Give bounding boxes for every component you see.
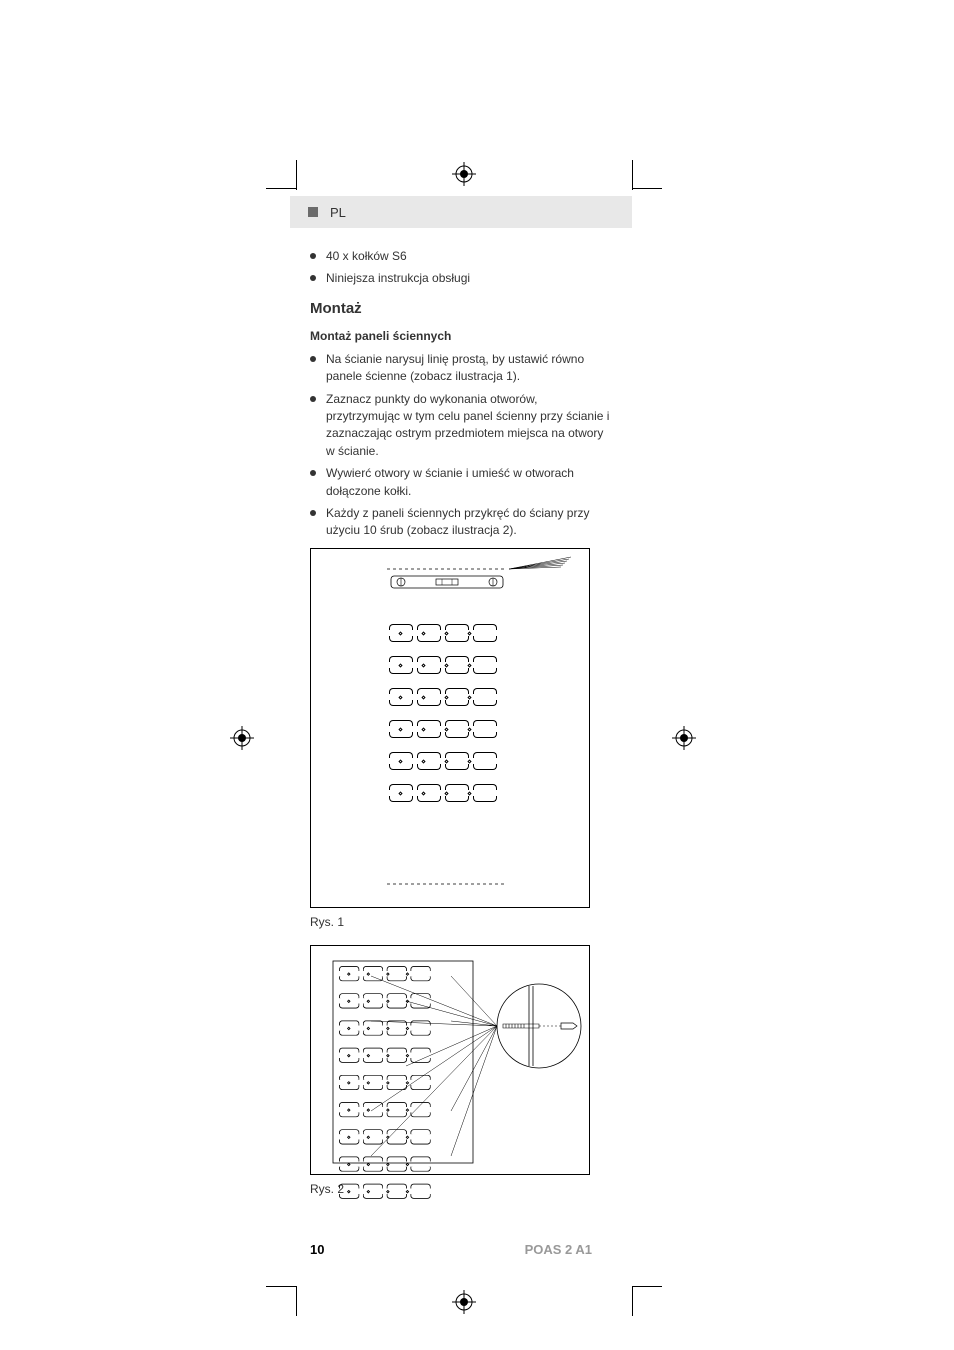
crop-mark [632,160,633,190]
crop-mark [296,1286,297,1316]
section-title: Montaż [310,298,610,320]
registration-mark-icon [672,726,696,750]
header-bar: PL [290,196,632,228]
registration-mark-icon [452,1290,476,1314]
crop-mark [266,1286,296,1287]
header-language: PL [330,205,346,220]
bullet-text: Niniejsza instrukcja obsługi [326,270,610,287]
list-item: Na ścianie narysuj linię prostą, by usta… [310,351,610,386]
list-item: 40 x kołków S6 [310,248,610,265]
subsection-title: Montaż paneli ściennych [310,328,610,345]
list-item: Wywierć otwory w ścianie i umieść w otwo… [310,465,610,500]
bullet-text: Każdy z paneli ściennych przykręć do ści… [326,505,610,540]
bullet-icon [310,253,316,259]
crop-mark [632,1286,633,1316]
registration-mark-icon [230,726,254,750]
page-number: 10 [310,1242,324,1257]
crop-mark [632,188,662,189]
bullet-icon [310,356,316,362]
bullet-icon [310,470,316,476]
bullet-text: Na ścianie narysuj linię prostą, by usta… [326,351,610,386]
crop-mark [266,188,296,189]
model-number: POAS 2 A1 [525,1242,592,1257]
list-item: Zaznacz punkty do wykonania otworów, prz… [310,391,610,461]
bullet-icon [310,275,316,281]
list-item: Niniejsza instrukcja obsługi [310,270,610,287]
list-item: Każdy z paneli ściennych przykręć do ści… [310,505,610,540]
registration-mark-icon [452,162,476,186]
panel-diagram [389,624,497,816]
figure-1-label: Rys. 1 [310,914,610,931]
header-square-icon [308,207,318,217]
bullet-text: Wywierć otwory w ścianie i umieść w otwo… [326,465,610,500]
crop-mark [632,1286,662,1287]
bullet-text: Zaznacz punkty do wykonania otworów, prz… [326,391,610,461]
bullet-icon [310,396,316,402]
figure-1 [310,548,590,908]
content-area: 40 x kołków S6 Niniejsza instrukcja obsł… [310,248,610,1213]
crop-mark [296,160,297,190]
footer: 10 POAS 2 A1 [310,1242,592,1257]
bullet-icon [310,510,316,516]
panel-diagram [339,966,431,1211]
bullet-text: 40 x kołków S6 [326,248,610,265]
figure-2 [310,945,590,1175]
